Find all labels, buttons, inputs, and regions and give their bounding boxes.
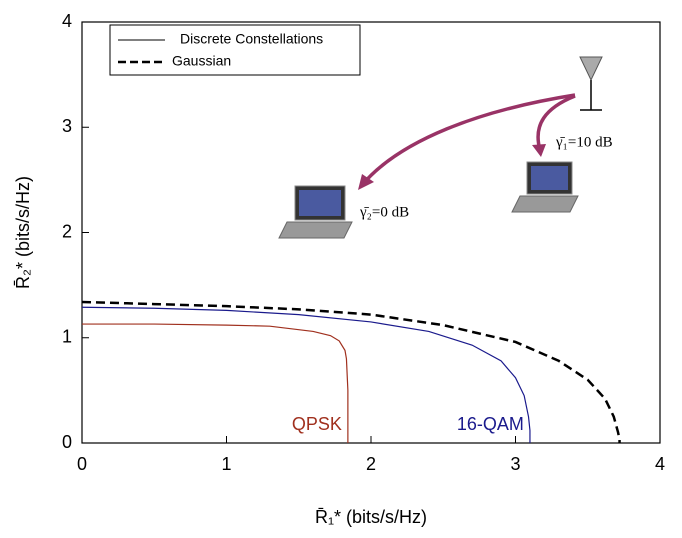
legend-label: Gaussian [172,53,231,69]
series-line [81,306,531,443]
arrows [358,93,576,190]
annotation: γ̄₁=10 dB [555,134,613,150]
curve-label: QPSK [292,414,342,434]
y-tick-label: 3 [62,116,72,136]
x-tick-label: 1 [221,454,231,474]
legend-label: Discrete Constellations [180,31,323,47]
x-tick-label: 0 [77,454,87,474]
legend-box [109,24,361,76]
curve-label: 16-QAM [457,414,524,434]
y-tick-label: 1 [62,327,72,347]
series-line [81,300,621,443]
annotation: γ̄₂=0 dB [359,204,409,220]
laptop-icon [278,185,353,239]
x-tick-label: 4 [655,454,665,474]
plot-frame [81,21,661,444]
y-tick-label: 0 [62,432,72,452]
y-tick-label: 4 [62,11,72,31]
laptop-icon [511,161,579,213]
y-axis-label: R̄₂* (bits/s/Hz) [13,176,33,289]
x-tick-label: 2 [366,454,376,474]
x-axis-label: R̄₁* (bits/s/Hz) [315,507,427,527]
y-tick-label: 2 [62,221,72,241]
antenna-icon [579,56,603,111]
legend [109,24,361,76]
x-tick-label: 3 [510,454,520,474]
series-line [82,323,349,443]
